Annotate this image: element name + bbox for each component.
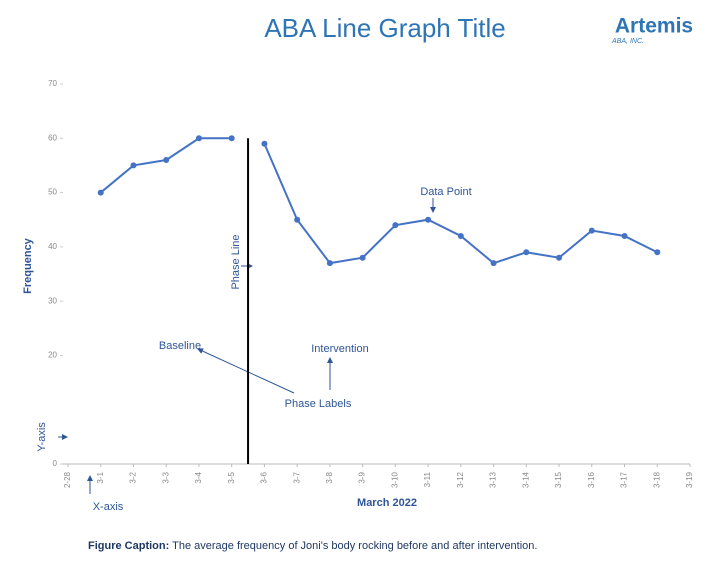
annotation: Data Point [420,186,471,198]
annotation: Intervention [311,343,368,355]
caption-label: Figure Caption: [88,540,169,552]
series-line [100,137,232,194]
annotation: Baseline [159,340,201,352]
x-tick-label: 3-10 [390,471,399,488]
y-tick-label: 70 [48,79,57,88]
caption: Figure Caption: The average frequency of… [88,540,537,552]
y-tick-label: 0 [53,459,58,468]
y-tick-label: 60 [48,133,57,142]
data-point [97,189,104,196]
data-point [621,233,628,239]
x-tick-label: 3-3 [161,471,170,483]
y-axis-label: Frequency [22,237,34,294]
data-point [130,162,137,169]
data-point [294,216,301,223]
data-point [490,260,497,267]
data-point [163,157,170,163]
caption-text: The average frequency of Joni's body roc… [172,540,537,552]
y-tick-label: 20 [48,351,57,360]
series-line [263,143,658,265]
x-tick-label: 3-19 [685,471,694,488]
x-tick-label: 3-2 [129,471,138,483]
y-tick-label: 30 [48,296,57,305]
x-tick-label: 3-4 [194,471,203,483]
data-point [425,216,432,223]
data-point [326,260,333,267]
x-tick-label: 3-8 [325,471,334,483]
x-tick-label: 3-16 [587,471,596,488]
x-tick-label: 2-28 [63,471,72,488]
x-tick-label: 3-15 [554,471,563,488]
data-point [556,254,563,261]
y-tick-label: 50 [48,188,57,197]
annotation: Y-axis [36,422,48,452]
data-point [359,254,366,261]
x-tick-label: 3-12 [456,471,465,488]
data-point [457,233,464,239]
logo: Artemis [615,15,693,38]
annotation: Phase Line [230,234,242,289]
y-tick-label: 40 [48,242,57,251]
x-tick-label: 3-1 [96,471,105,483]
chart-title: ABA Line Graph Title [264,13,505,43]
data-point [228,135,235,142]
x-tick-label: 3-17 [620,471,629,488]
data-point [261,140,268,147]
logo-sub: ABA, INC. [611,38,644,45]
x-tick-label: 3-13 [489,471,498,488]
arrow [197,348,295,394]
x-axis-label: March 2022 [357,497,417,509]
x-tick-label: 3-6 [260,471,269,483]
x-tick-label: 3-5 [227,471,236,483]
x-tick-label: 3-11 [423,471,432,487]
data-point [588,227,595,234]
annotation: X-axis [93,501,124,513]
data-point [523,249,530,256]
x-tick-label: 3-9 [358,471,367,483]
x-tick-label: 3-14 [521,471,530,488]
data-point [195,135,202,142]
x-tick-label: 3-18 [652,471,661,488]
x-tick-label: 3-7 [292,471,301,483]
annotation: Phase Labels [285,398,352,410]
data-point [654,249,661,256]
data-point [392,222,399,229]
